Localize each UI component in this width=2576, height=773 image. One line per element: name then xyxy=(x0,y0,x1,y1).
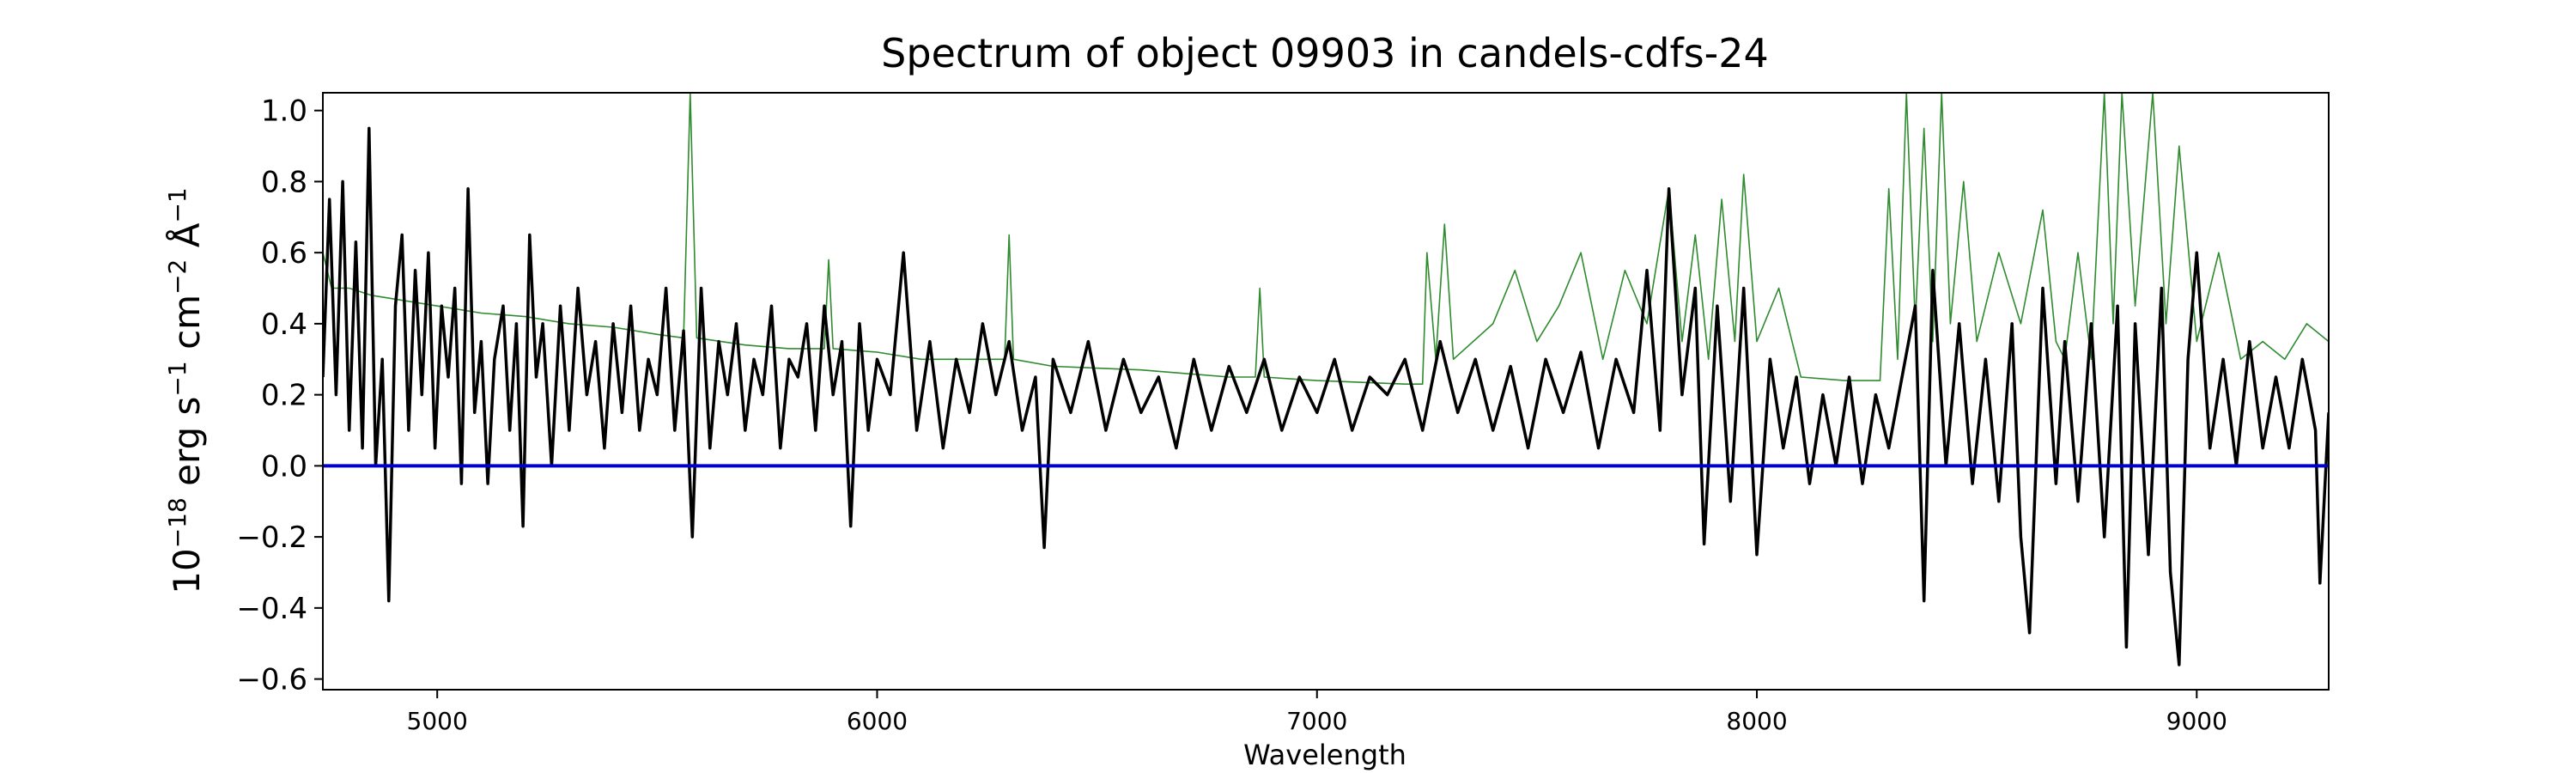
x-tick-label: 8000 xyxy=(1726,707,1787,735)
y-tick-label: −0.4 xyxy=(236,592,307,626)
y-tick-label: −0.6 xyxy=(236,663,307,697)
x-tick-label: 9000 xyxy=(2166,707,2227,735)
y-tick-label: 0.4 xyxy=(261,307,307,342)
x-tick-label: 7000 xyxy=(1286,707,1347,735)
x-axis-label: Wavelength xyxy=(1243,739,1406,771)
error-series xyxy=(323,93,2329,385)
x-tick-label: 6000 xyxy=(847,707,908,735)
x-axis: 5000 6000 7000 8000 9000 xyxy=(407,690,2227,735)
x-tick-label: 5000 xyxy=(407,707,468,735)
y-axis-label: 10−18 erg s−1 cm−2 Å−1 xyxy=(163,187,208,593)
y-tick-label: 0.6 xyxy=(261,236,307,271)
y-label-unit2: cm xyxy=(166,295,208,361)
y-tick-label: −0.2 xyxy=(236,520,307,555)
y-label-exp: −18 xyxy=(163,497,191,548)
flux-series xyxy=(323,126,2329,666)
y-label-exp3: −1 xyxy=(163,187,191,222)
y-tick-label: 0.2 xyxy=(261,379,307,413)
y-label-unit3: Å xyxy=(165,222,208,259)
plot-frame xyxy=(322,92,2330,691)
y-label-base: 10 xyxy=(166,548,208,593)
chart-title: Spectrum of object 09903 in candels-cdfs… xyxy=(881,30,1769,76)
y-axis: −0.6 −0.4 −0.2 0.0 0.2 0.4 0.6 0.8 1.0 xyxy=(236,94,323,697)
y-label-unit1: erg s xyxy=(166,397,208,498)
error-series-line xyxy=(323,93,2329,385)
y-tick-label: 1.0 xyxy=(261,94,307,129)
y-tick-label: 0.8 xyxy=(261,165,307,199)
plot-area xyxy=(322,92,2330,691)
y-tick-label: 0.0 xyxy=(261,449,307,484)
flux-series-line xyxy=(323,126,2329,666)
y-label-exp1: −1 xyxy=(163,361,191,396)
y-label-exp2: −2 xyxy=(163,259,191,295)
